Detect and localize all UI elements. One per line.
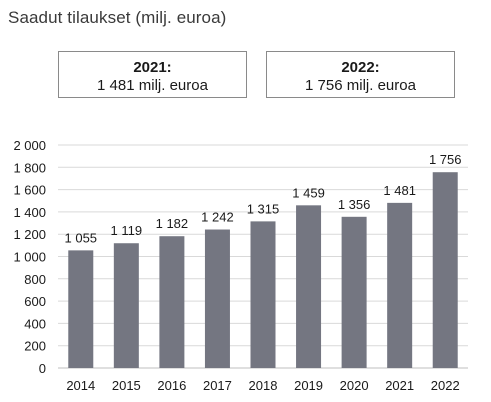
summary-year-label: 2021: (133, 59, 172, 76)
x-tick-label: 2018 (249, 378, 278, 393)
bar (250, 221, 276, 368)
x-tick-label: 2017 (203, 378, 232, 393)
x-tick-label: 2014 (66, 378, 95, 393)
x-tick-label: 2016 (157, 378, 186, 393)
bar (432, 172, 458, 368)
data-label: 1 055 (65, 230, 98, 245)
x-tick-label: 2021 (385, 378, 414, 393)
y-tick-label: 1 200 (13, 227, 46, 242)
x-tick-label: 2020 (340, 378, 369, 393)
data-label: 1 756 (429, 152, 462, 167)
summary-year-label: 2022: (341, 59, 380, 76)
data-label: 1 459 (292, 185, 325, 200)
y-tick-label: 400 (24, 316, 46, 331)
x-tick-label: 2022 (431, 378, 460, 393)
summary-value-label: 1 756 milj. euroa (305, 77, 416, 94)
data-label: 1 119 (111, 223, 143, 238)
y-tick-label: 1 400 (13, 205, 46, 220)
y-tick-label: 1 600 (13, 183, 46, 198)
bar (159, 236, 185, 368)
y-tick-label: 1 000 (13, 250, 46, 265)
y-tick-label: 600 (24, 294, 46, 309)
y-tick-label: 200 (24, 339, 46, 354)
bar (113, 243, 139, 368)
bar (341, 216, 367, 368)
y-tick-label: 0 (39, 361, 46, 376)
x-tick-label: 2015 (112, 378, 141, 393)
summary-box-2022: 2022: 1 756 milj. euroa (266, 51, 455, 98)
y-tick-label: 1 800 (13, 160, 46, 175)
data-label: 1 242 (201, 210, 234, 225)
bar (387, 202, 413, 368)
data-label: 1 182 (156, 216, 189, 231)
bar (204, 229, 230, 368)
x-tick-label: 2019 (294, 378, 323, 393)
bar (296, 205, 322, 368)
summary-box-2021: 2021: 1 481 milj. euroa (58, 51, 247, 98)
summary-value-label: 1 481 milj. euroa (97, 77, 208, 94)
data-label: 1 481 (383, 183, 416, 198)
y-tick-label: 2 000 (13, 138, 46, 153)
y-tick-label: 800 (24, 272, 46, 287)
bar (68, 250, 94, 368)
data-label: 1 356 (338, 197, 371, 212)
page-title: Saadut tilaukset (milj. euroa) (8, 8, 227, 27)
data-label: 1 315 (247, 201, 280, 216)
